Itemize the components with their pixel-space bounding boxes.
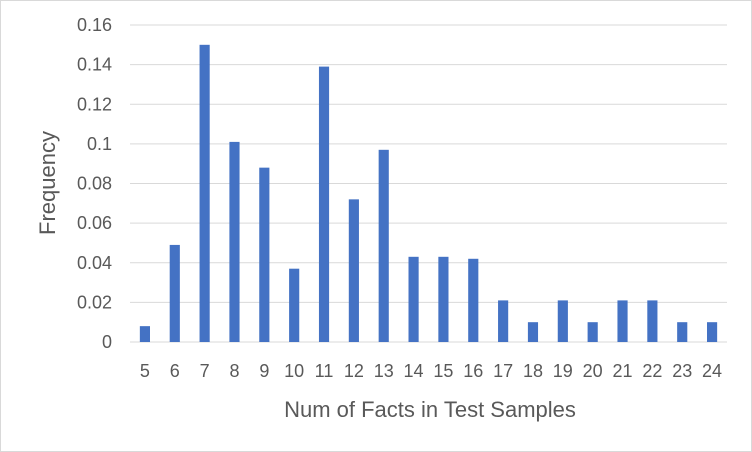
bar-8 xyxy=(229,141,240,342)
x-axis-title: Num of Facts in Test Samples xyxy=(284,397,576,422)
y-tick-label: 0.02 xyxy=(77,292,112,312)
x-axis-ticks: 5 6 7 8 9 10 11 12 13 14 15 16 17 18 19 20 21 22 23 24 xyxy=(140,361,722,381)
x-tick-label: 17 xyxy=(493,361,513,381)
y-axis-ticks: 0 0.02 0.04 0.06 0.08 0.1 0.12 0.14 0.16 xyxy=(77,15,112,352)
bar-6 xyxy=(169,244,180,342)
x-tick-label: 22 xyxy=(642,361,662,381)
y-axis-title: Frequency xyxy=(35,131,60,235)
x-tick-label: 13 xyxy=(374,361,394,381)
bar-15 xyxy=(438,256,449,342)
bar-9 xyxy=(259,167,270,342)
x-tick-label: 19 xyxy=(553,361,573,381)
y-tick-label: 0.06 xyxy=(77,213,112,233)
x-tick-label: 18 xyxy=(523,361,543,381)
x-tick-label: 8 xyxy=(229,361,239,381)
x-tick-label: 11 xyxy=(315,361,334,381)
y-tick-label: 0.12 xyxy=(77,94,112,114)
bar-12 xyxy=(348,199,359,342)
x-tick-label: 15 xyxy=(433,361,453,381)
bar-5 xyxy=(139,326,150,342)
bar-20 xyxy=(587,322,598,342)
y-tick-label: 0.16 xyxy=(77,15,112,35)
x-tick-label: 20 xyxy=(583,361,603,381)
x-tick-label: 21 xyxy=(613,361,633,381)
x-tick-label: 23 xyxy=(672,361,692,381)
x-tick-label: 16 xyxy=(463,361,483,381)
bars xyxy=(139,44,718,342)
y-tick-label: 0.14 xyxy=(77,55,112,75)
x-tick-label: 24 xyxy=(702,361,722,381)
y-tick-label: 0.04 xyxy=(77,253,112,273)
bar-10 xyxy=(289,268,300,342)
bar-11 xyxy=(318,66,330,342)
y-tick-label: 0.1 xyxy=(87,134,112,154)
x-tick-label: 12 xyxy=(344,361,364,381)
bar-19 xyxy=(557,300,568,342)
bar-13 xyxy=(378,149,389,342)
x-tick-label: 14 xyxy=(404,361,424,381)
y-tick-label: 0.08 xyxy=(77,174,112,194)
x-tick-label: 5 xyxy=(140,361,150,381)
x-tick-label: 7 xyxy=(200,361,210,381)
gridlines xyxy=(130,24,727,343)
bar-23 xyxy=(677,322,688,342)
bar-14 xyxy=(408,256,419,342)
x-tick-label: 6 xyxy=(170,361,180,381)
bar-17 xyxy=(498,300,509,342)
x-tick-label: 10 xyxy=(284,361,304,381)
y-tick-label: 0 xyxy=(102,332,112,352)
bar-21 xyxy=(617,300,628,342)
x-tick-label: 9 xyxy=(259,361,269,381)
bar-24 xyxy=(707,322,718,342)
bar-7 xyxy=(199,44,210,342)
bar-22 xyxy=(647,300,658,342)
bar-18 xyxy=(527,322,539,342)
bar-16 xyxy=(468,258,479,342)
